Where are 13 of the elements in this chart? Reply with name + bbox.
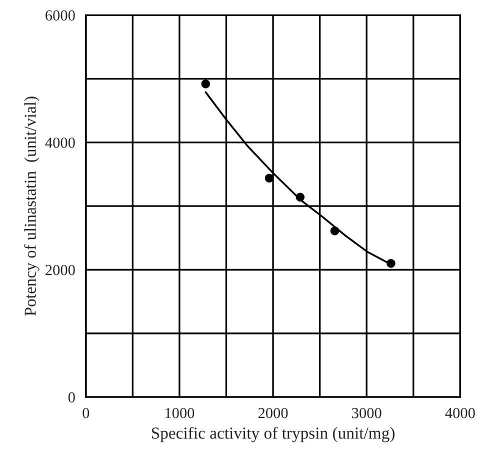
x-tick-label: 3000 [352, 408, 382, 418]
y-axis-title: Potency of ulinastatin (unit/vial) [24, 96, 40, 316]
y-tick-label: 4000 [45, 138, 75, 148]
point [201, 79, 210, 88]
x-tick-label: 0 [82, 408, 90, 418]
y-tick-label: 0 [68, 392, 75, 402]
point [264, 174, 274, 182]
x-tick-label: 2000 [258, 408, 288, 418]
x-axis-title: Specific activity of trypsin (unit/mg) [152, 426, 394, 442]
y-tick-label: 2000 [46, 264, 75, 276]
y-tick-label: 6000 [46, 10, 75, 21]
x-tick-label: 1000 [166, 408, 194, 418]
x-tick-label: 4000 [445, 408, 475, 418]
